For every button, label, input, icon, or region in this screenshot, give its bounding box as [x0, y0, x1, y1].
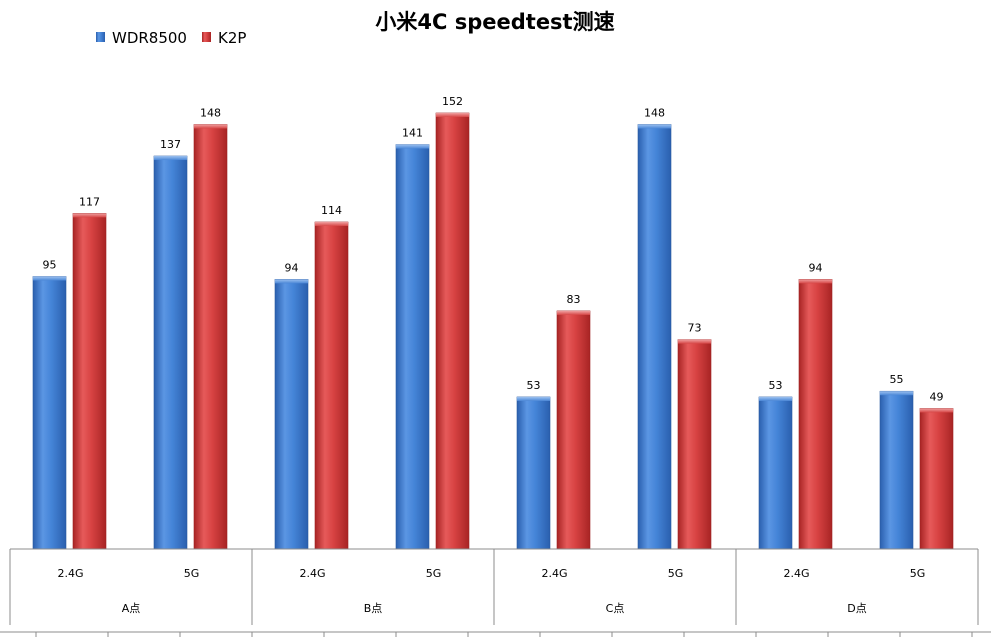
bar-top-wdr8500-1	[154, 156, 187, 161]
bar-k2p-1	[193, 124, 228, 550]
bar-k2p-4	[556, 310, 591, 550]
bar-top-k2p-3	[436, 113, 469, 117]
bar-wdr8500-5	[637, 124, 672, 550]
tick-label-1: 5G	[184, 567, 200, 580]
category-axis: 2.4G 5G 2.4G 5G 2.4G 5G 2.4G 5G A点 B点 C点 D点	[0, 548, 991, 637]
bar-wdr8500-1	[153, 155, 188, 550]
data-label-k2p-0: 117	[79, 195, 100, 208]
data-label-k2p-1: 148	[200, 106, 221, 119]
bar-top-wdr8500-5	[638, 124, 671, 129]
legend: WDR8500 K2P	[96, 29, 246, 47]
data-label-k2p-2: 114	[321, 204, 342, 217]
bar-k2p-5	[677, 339, 712, 550]
group-label-3: D点	[847, 602, 866, 615]
data-label-wdr8500-7: 55	[890, 373, 904, 386]
bar-wdr8500-3	[395, 144, 430, 550]
group-label-0: A点	[122, 602, 141, 615]
bar-top-wdr8500-3	[396, 144, 429, 149]
bar-top-wdr8500-7	[880, 391, 913, 396]
bar-k2p-0	[72, 213, 107, 550]
data-labels-layer: 95 117 137 148 94 114 141 152 53 83 148 73 53 94 55 49	[43, 95, 944, 403]
group-label-2: C点	[606, 602, 625, 615]
bar-k2p-6	[798, 279, 833, 550]
tick-label-6: 2.4G	[783, 567, 809, 580]
bar-top-k2p-2	[315, 222, 348, 226]
data-label-wdr8500-1: 137	[160, 138, 181, 151]
bar-wdr8500-0	[32, 276, 67, 550]
bar-top-k2p-0	[73, 213, 106, 218]
legend-label-wdr8500: WDR8500	[112, 29, 187, 47]
tick-label-3: 5G	[426, 567, 442, 580]
bar-top-k2p-6	[799, 279, 832, 284]
bar-wdr8500-7	[879, 390, 914, 550]
chart-title: 小米4C speedtest测速	[375, 10, 614, 34]
tick-label-4: 2.4G	[541, 567, 567, 580]
legend-swatch-wdr8500	[96, 32, 105, 42]
bar-wdr8500-2	[274, 279, 309, 550]
data-label-k2p-5: 73	[688, 322, 702, 335]
data-label-k2p-6: 94	[809, 261, 823, 274]
bar-top-wdr8500-6	[759, 396, 792, 401]
data-label-wdr8500-0: 95	[43, 259, 57, 272]
data-label-wdr8500-2: 94	[285, 261, 299, 274]
bar-k2p-3	[435, 112, 470, 550]
data-label-k2p-7: 49	[930, 390, 944, 403]
legend-swatch-k2p	[202, 32, 211, 42]
bar-top-k2p-5	[678, 339, 711, 344]
bars-layer	[32, 112, 954, 550]
bar-k2p-2	[314, 221, 349, 550]
bar-top-wdr8500-4	[517, 396, 550, 401]
bar-top-k2p-4	[557, 310, 590, 315]
data-label-wdr8500-4: 53	[527, 379, 541, 392]
data-label-wdr8500-5: 148	[644, 106, 665, 119]
bar-wdr8500-6	[758, 396, 793, 550]
tick-label-0: 2.4G	[57, 567, 83, 580]
data-label-k2p-3: 152	[442, 95, 463, 108]
tick-label-5: 5G	[668, 567, 684, 580]
bar-top-k2p-1	[194, 124, 227, 129]
data-label-k2p-4: 83	[567, 293, 581, 306]
legend-label-k2p: K2P	[218, 29, 246, 47]
data-label-wdr8500-3: 141	[402, 127, 423, 140]
data-label-wdr8500-6: 53	[769, 379, 783, 392]
bar-k2p-7	[919, 408, 954, 550]
bar-top-wdr8500-0	[33, 276, 66, 281]
tick-label-7: 5G	[910, 567, 926, 580]
tick-label-2: 2.4G	[299, 567, 325, 580]
bar-wdr8500-4	[516, 396, 551, 550]
bar-top-k2p-7	[920, 408, 953, 413]
bar-top-wdr8500-2	[275, 279, 308, 284]
group-label-1: B点	[364, 602, 383, 615]
